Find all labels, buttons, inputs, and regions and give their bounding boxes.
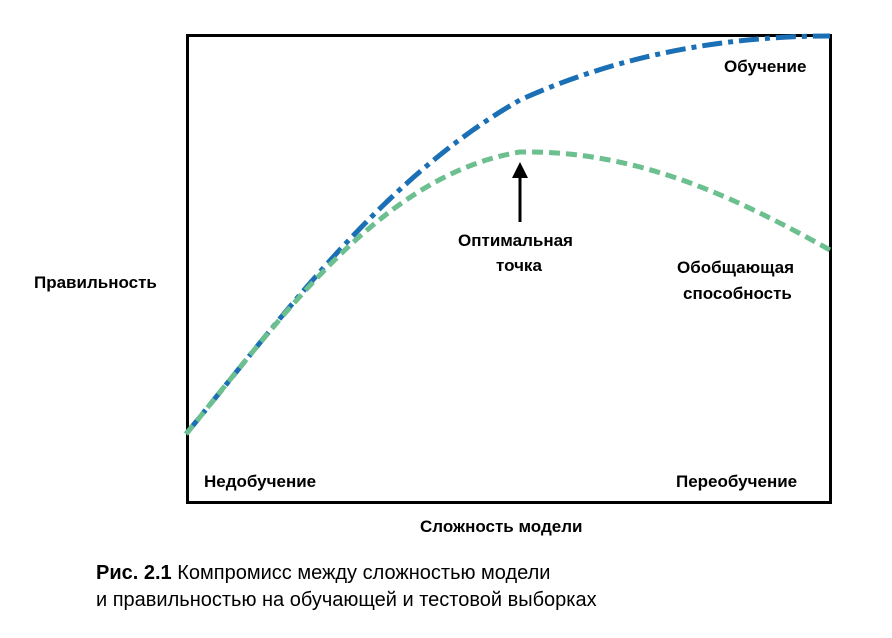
training-accuracy-curve xyxy=(184,33,831,436)
arrow-up-icon xyxy=(512,162,528,222)
caption-text-line2: и правильностью на обучающей и тестовой … xyxy=(96,589,597,611)
optimal-point-label-line1: Оптимальная xyxy=(458,231,573,250)
training-label: Обучение xyxy=(724,57,807,76)
generalization-label-line2: способность xyxy=(683,284,792,303)
underfitting-label: Недобучение xyxy=(204,472,317,491)
y-axis-label: Правильность xyxy=(34,273,157,292)
generalization-label-line1: Обобщающая xyxy=(677,258,795,277)
figure-caption: Рис. 2.1 Компромисс между сложностью мод… xyxy=(96,560,597,614)
generalization-accuracy-curve xyxy=(184,149,832,436)
caption-number: Рис. 2.1 xyxy=(96,562,172,584)
caption-text-line1: Компромисс между сложностью модели xyxy=(177,562,551,584)
plot-frame xyxy=(186,34,832,504)
caption-line1: Рис. 2.1 Компромисс между сложностью мод… xyxy=(96,560,597,587)
x-axis-label: Сложность модели xyxy=(420,517,583,536)
overfitting-label: Переобучение xyxy=(676,472,798,491)
optimal-point-label-line2: точка xyxy=(496,256,542,275)
